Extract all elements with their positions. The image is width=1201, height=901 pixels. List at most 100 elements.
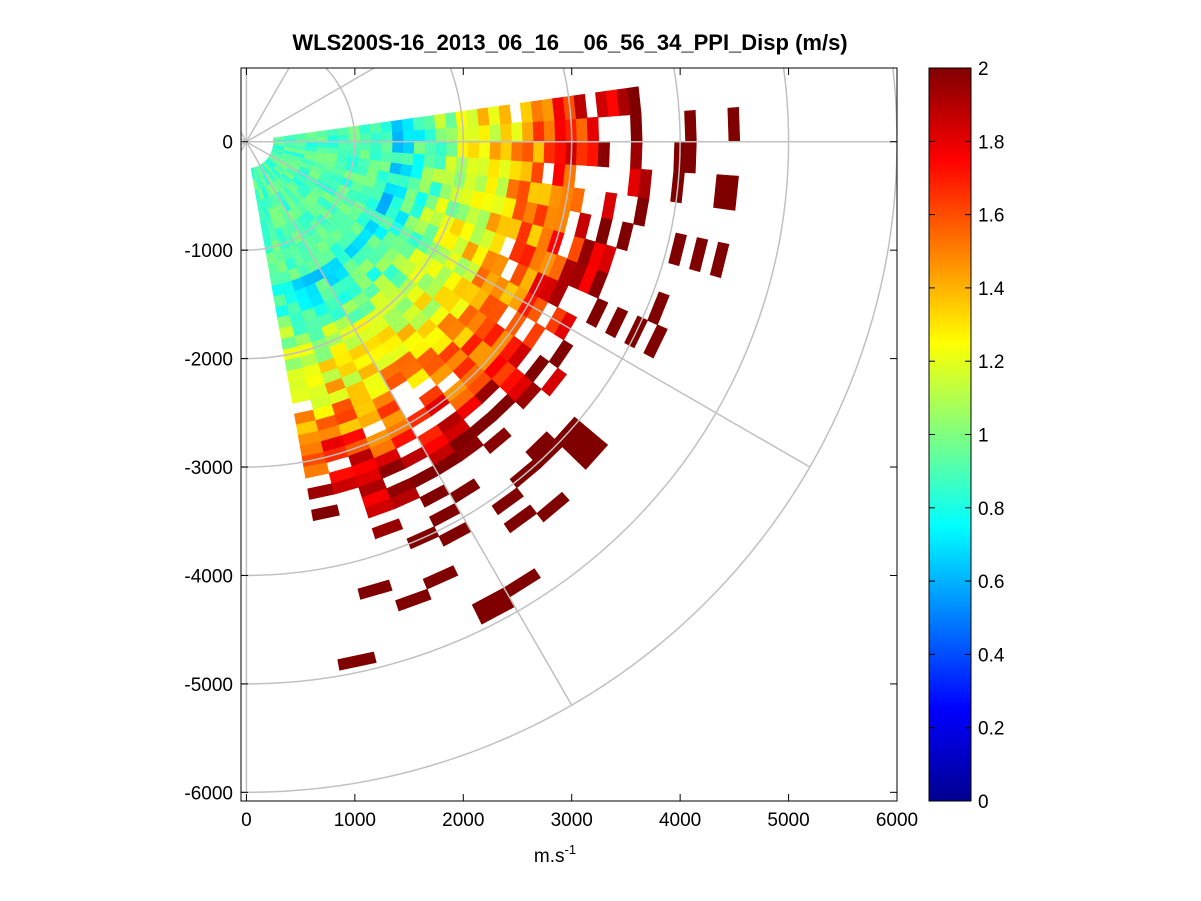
ppi-cell (478, 141, 491, 160)
y-axis: 0 -1000 -2000 -3000 -4000 -5000 -6000 (184, 133, 897, 804)
x-tick-label: 5000 (767, 810, 809, 831)
azimuth-spoke (245, 141, 573, 706)
ppi-cell (709, 241, 730, 279)
x-tick-label: 2000 (442, 810, 484, 831)
ppi-cell (337, 651, 377, 671)
ppi-cell (423, 153, 437, 169)
ppi-cell (446, 141, 459, 157)
ppi-cell (723, 175, 739, 211)
ppi-cell (532, 120, 545, 142)
ppi-cell (402, 141, 415, 154)
ppi-cell (358, 124, 372, 135)
ppi-cell (574, 212, 592, 240)
ppi-cell (684, 109, 697, 142)
y-tick-label: -2000 (184, 350, 233, 371)
ppi-cell (466, 108, 480, 127)
ppi-cell (380, 150, 393, 163)
x-tick-label: 3000 (551, 810, 593, 831)
ppi-cell (540, 367, 568, 397)
x-axis-label: m.s-1 (534, 842, 576, 867)
ppi-cell (413, 141, 426, 155)
ppi-cell (370, 131, 383, 142)
ppi-cell (467, 125, 480, 142)
colorbar-tick-label: 0 (978, 792, 989, 813)
ppi-cell (543, 119, 556, 142)
ppi-cell (433, 113, 447, 129)
ppi-cell (630, 141, 643, 170)
ppi-cell (554, 119, 567, 142)
ppi-cell (392, 141, 404, 154)
ppi-cell (569, 187, 586, 214)
ppi-cell (489, 123, 502, 142)
ppi-cell (511, 122, 524, 142)
ppi-cell (433, 154, 447, 171)
x-axis-label-text: m.s (534, 846, 565, 867)
ppi-cell (482, 427, 512, 455)
ppi-cell (575, 141, 589, 166)
ppi-cell (401, 117, 415, 132)
ppi-cell (585, 297, 609, 328)
ppi-cell (391, 151, 404, 164)
x-axis-label-superscript: -1 (565, 842, 577, 857)
ppi-cell (536, 491, 570, 523)
ppi-cell (368, 158, 381, 171)
ppi-cell (586, 116, 600, 142)
ppi-cell (489, 141, 502, 160)
ppi-cell (466, 156, 480, 175)
ppi-cell (359, 141, 372, 151)
colorbar-tick-label: 1.2 (978, 352, 1004, 373)
ppi-cell (601, 191, 618, 220)
y-tick-label: -3000 (184, 458, 233, 479)
ppi-cell (647, 291, 670, 326)
colorbar (929, 68, 971, 801)
ppi-cell (476, 107, 491, 126)
ppi-cell (423, 114, 437, 130)
ppi-cell (521, 141, 535, 163)
ppi-cell (511, 141, 524, 162)
colorbar-tick-label: 1 (978, 426, 989, 447)
ppi-cell (401, 152, 415, 166)
x-axis: 0 1000 2000 3000 4000 5000 6000 (241, 68, 918, 831)
ppi-cell (435, 127, 448, 142)
ppi-cell (435, 141, 448, 157)
ppi-cell (392, 130, 404, 142)
x-tick-label: 6000 (876, 810, 918, 831)
y-tick-label: -6000 (184, 783, 233, 804)
x-tick-label: 1000 (334, 810, 376, 831)
ppi-cell (597, 141, 611, 168)
ppi-cell (337, 147, 350, 157)
y-tick-label: -1000 (184, 241, 233, 262)
ppi-cell (370, 141, 383, 152)
ppi-cell (627, 86, 642, 116)
ppi-cell (422, 565, 459, 590)
ppi-cell (371, 518, 404, 540)
azimuth-spoke (241, 137, 247, 143)
azimuth-spoke (246, 141, 811, 468)
colorbar-tick-label: 0.4 (978, 645, 1005, 666)
azimuth-spoke (246, 68, 376, 143)
ppi-cell (476, 157, 491, 177)
ppi-cell (413, 128, 426, 142)
ppi-cell (337, 127, 350, 136)
ppi-cell (338, 134, 350, 142)
ppi-cell (689, 237, 709, 273)
ppi-cell (446, 126, 459, 142)
ppi-cell (381, 141, 394, 153)
colorbar-tick-label: 1.4 (978, 279, 1005, 300)
colorbar-tick-label: 2 (978, 59, 989, 80)
y-tick-label: 0 (222, 133, 233, 154)
ppi-cell (444, 155, 458, 172)
ppi-cell (369, 122, 382, 134)
ppi-cell (424, 141, 437, 156)
ppi-cell (500, 122, 513, 142)
ppi-cell (316, 141, 329, 148)
ppi-cell (684, 141, 697, 174)
ppi-cell (543, 141, 556, 164)
ppi-cell (444, 111, 458, 129)
colorbar-tick-label: 0.2 (978, 719, 1004, 740)
ppi-cell (637, 168, 653, 199)
ppi-cell (467, 141, 480, 159)
colorbar-ticks: 0 0.2 0.4 0.6 0.8 1 1.2 1.4 1.6 1.8 2 (929, 59, 1005, 813)
ppi-cell (554, 141, 567, 165)
